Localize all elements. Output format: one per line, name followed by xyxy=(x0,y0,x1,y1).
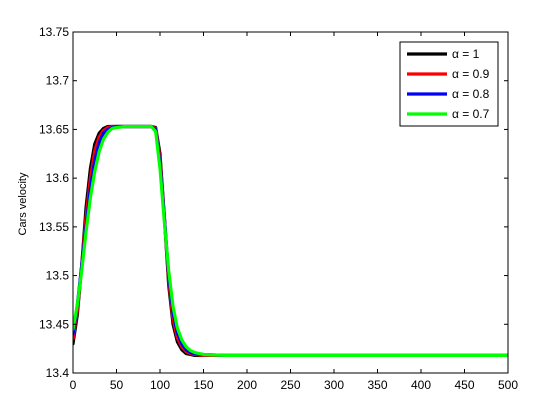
y-tick-label: 13.45 xyxy=(39,317,69,331)
series-line-4 xyxy=(73,124,508,358)
legend: α = 1 α = 0.9 α = 0.8 α = 0.7 xyxy=(399,41,499,127)
y-tick-label: 13.6 xyxy=(46,171,70,185)
x-tick-label: 400 xyxy=(411,378,431,392)
y-tick-label: 13.4 xyxy=(46,366,70,380)
legend-label-3: α = 0.8 xyxy=(452,87,490,101)
series-layer xyxy=(73,124,508,358)
x-tick-label: 500 xyxy=(498,378,518,392)
axes: 0 50 100 150 200 250 300 350 400 450 500 13.4 13.45 1… xyxy=(39,25,518,392)
legend-label-4: α = 0.7 xyxy=(452,107,490,121)
legend-box xyxy=(399,41,499,127)
y-tick-label: 13.75 xyxy=(39,25,69,39)
y-tick-label: 13.55 xyxy=(39,220,69,234)
x-tick-label: 450 xyxy=(454,378,474,392)
x-tick-label: 0 xyxy=(70,378,77,392)
y-tick-label: 13.7 xyxy=(46,74,70,88)
x-tick-label: 150 xyxy=(193,378,213,392)
x-tick-label: 200 xyxy=(237,378,257,392)
x-tick-label: 300 xyxy=(324,378,344,392)
x-tick-label: 50 xyxy=(110,378,124,392)
x-tick-label: 100 xyxy=(150,378,170,392)
y-axis-label: Cars velocity xyxy=(17,172,29,235)
x-tick-label: 250 xyxy=(280,378,300,392)
y-tick-label: 13.65 xyxy=(39,122,69,136)
legend-label-2: α = 0.9 xyxy=(452,67,490,81)
x-tick-label: 350 xyxy=(367,378,387,392)
y-tick-label: 13.5 xyxy=(46,269,70,283)
legend-label-1: α = 1 xyxy=(452,47,480,61)
